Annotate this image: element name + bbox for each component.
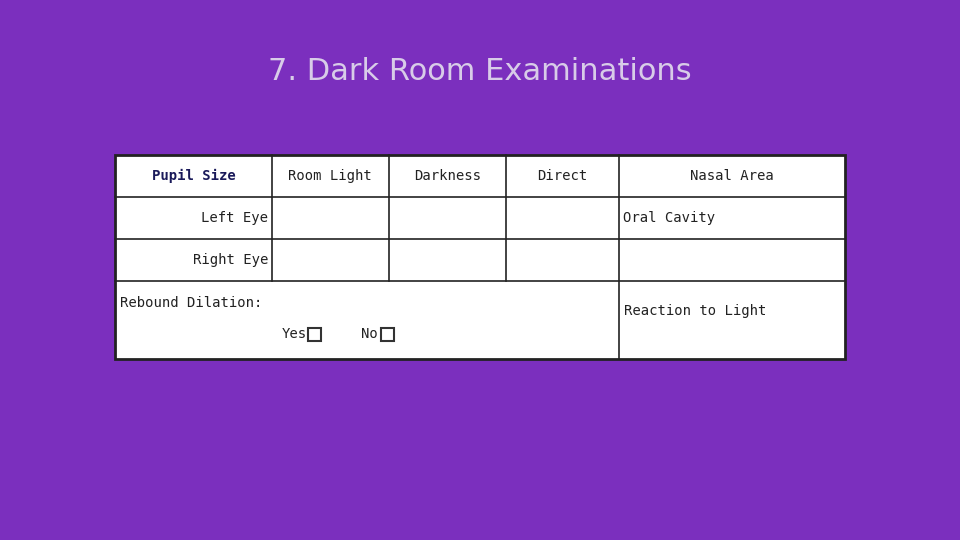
Bar <box>115 155 845 359</box>
Text: Room Light: Room Light <box>288 169 372 183</box>
Text: Direct: Direct <box>537 169 588 183</box>
Bar <box>381 328 394 341</box>
Text: Right Eye: Right Eye <box>193 253 268 267</box>
Text: Oral Cavity: Oral Cavity <box>623 211 715 225</box>
Text: Yes: Yes <box>282 327 307 341</box>
Bar <box>308 328 321 341</box>
Text: Nasal Area: Nasal Area <box>690 169 774 183</box>
Text: Rebound Dilation:: Rebound Dilation: <box>120 296 262 310</box>
Text: 7. Dark Room Examinations: 7. Dark Room Examinations <box>268 57 692 86</box>
Bar <box>115 155 845 359</box>
Text: Left Eye: Left Eye <box>201 211 268 225</box>
Text: Reaction to Light: Reaction to Light <box>624 303 766 318</box>
Text: No: No <box>361 327 377 341</box>
Text: Darkness: Darkness <box>414 169 481 183</box>
Text: Pupil Size: Pupil Size <box>152 169 235 183</box>
